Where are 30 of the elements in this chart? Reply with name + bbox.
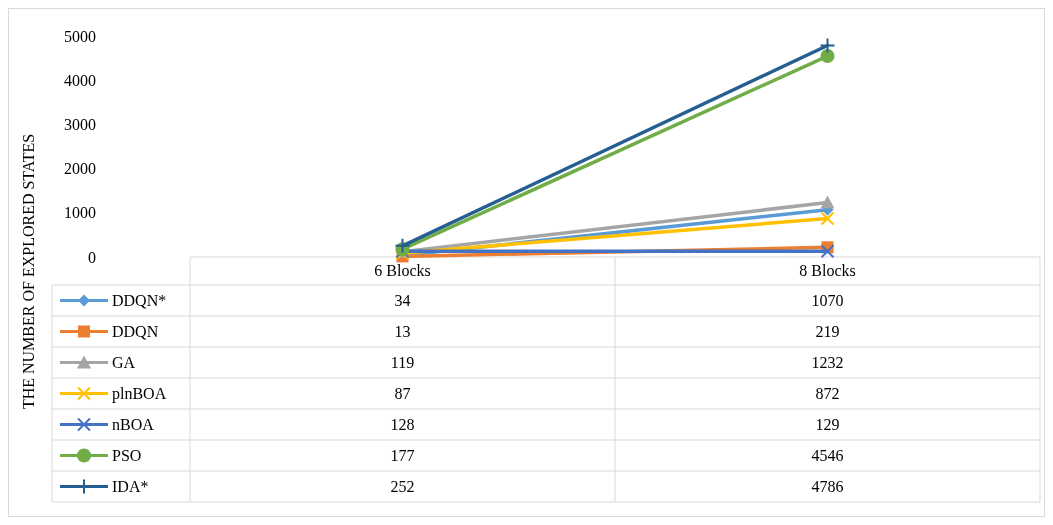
y-tick-label: 2000 [64, 160, 96, 178]
data-label: 129 [815, 416, 840, 434]
legend-label: nBOA [112, 416, 155, 434]
legend-label: IDA* [112, 478, 149, 496]
data-label: 1232 [811, 354, 844, 372]
x-tick-label: 8 Blocks [799, 262, 856, 279]
data-label: 4546 [811, 447, 844, 465]
data-label: 13 [394, 323, 411, 341]
legend-label: DDQN* [112, 292, 167, 310]
data-label: 219 [815, 323, 840, 341]
y-tick-label: 1000 [64, 204, 96, 222]
data-label: 1070 [811, 292, 844, 310]
data-label: 872 [815, 385, 840, 403]
y-tick-label: 0 [88, 248, 96, 266]
data-label: 87 [394, 385, 411, 403]
data-label: 4786 [811, 478, 844, 496]
y-tick-label: 4000 [64, 71, 96, 89]
y-tick-label: 5000 [64, 27, 96, 45]
legend-label: GA [112, 354, 136, 372]
data-label: 119 [390, 354, 415, 372]
data-label: 34 [394, 292, 411, 310]
y-tick-label: 3000 [64, 116, 96, 133]
data-label: 252 [390, 478, 415, 496]
x-tick-label: 6 Blocks [374, 262, 431, 279]
data-label: 177 [390, 447, 415, 465]
legend-label: plnBOA [112, 385, 167, 404]
y-axis-title: THE NUMBER OF EXPLORED STATES [20, 133, 37, 410]
legend-label: PSO [112, 447, 142, 465]
legend-label: DDQN [112, 323, 159, 341]
data-label: 128 [390, 416, 415, 434]
